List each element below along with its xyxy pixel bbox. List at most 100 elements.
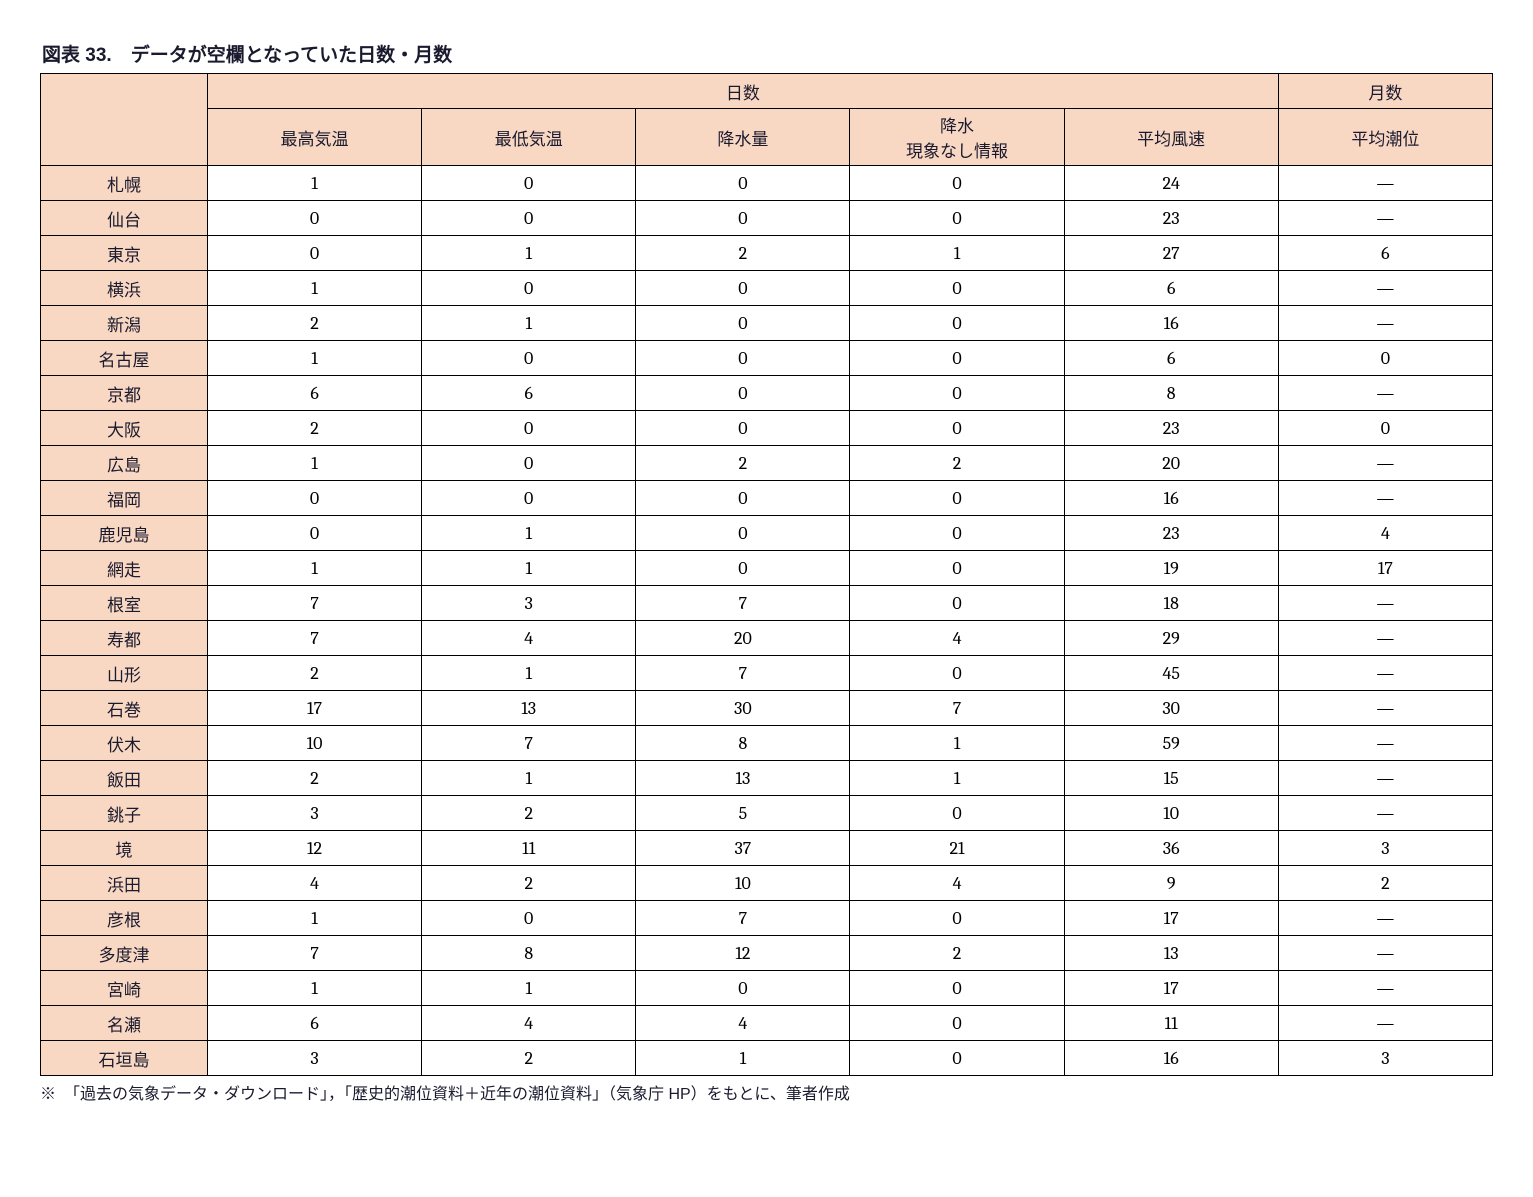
- cell-wind: 45: [1064, 656, 1278, 691]
- cell-precip: 0: [636, 271, 850, 306]
- cell-wind: 19: [1064, 551, 1278, 586]
- table-row: 鹿児島0100234: [41, 516, 1493, 551]
- cell-max_temp: 2: [207, 656, 421, 691]
- cell-max_temp: 6: [207, 1006, 421, 1041]
- cell-wind: 15: [1064, 761, 1278, 796]
- row-city: 東京: [41, 236, 208, 271]
- cell-wind: 23: [1064, 516, 1278, 551]
- cell-precip_none: 1: [850, 761, 1064, 796]
- cell-min_temp: 0: [422, 271, 636, 306]
- cell-max_temp: 0: [207, 516, 421, 551]
- cell-wind: 16: [1064, 306, 1278, 341]
- cell-tide: ―: [1278, 971, 1492, 1006]
- cell-precip_none: 0: [850, 901, 1064, 936]
- cell-max_temp: 2: [207, 411, 421, 446]
- cell-wind: 24: [1064, 166, 1278, 201]
- cell-tide: 0: [1278, 341, 1492, 376]
- cell-tide: 4: [1278, 516, 1492, 551]
- cell-tide: ―: [1278, 656, 1492, 691]
- table-row: 福岡000016―: [41, 481, 1493, 516]
- cell-max_temp: 7: [207, 621, 421, 656]
- table-row: 彦根107017―: [41, 901, 1493, 936]
- table-row: 石巻171330730―: [41, 691, 1493, 726]
- cell-wind: 27: [1064, 236, 1278, 271]
- cell-min_temp: 1: [422, 656, 636, 691]
- table-row: 名古屋100060: [41, 341, 1493, 376]
- cell-tide: 2: [1278, 866, 1492, 901]
- cell-wind: 16: [1064, 481, 1278, 516]
- cell-max_temp: 1: [207, 446, 421, 481]
- cell-wind: 18: [1064, 586, 1278, 621]
- header-wind: 平均風速: [1064, 109, 1278, 166]
- table-row: 札幌100024―: [41, 166, 1493, 201]
- row-city: 名瀬: [41, 1006, 208, 1041]
- cell-precip: 0: [636, 201, 850, 236]
- cell-precip_none: 0: [850, 166, 1064, 201]
- cell-wind: 36: [1064, 831, 1278, 866]
- cell-min_temp: 0: [422, 901, 636, 936]
- header-max-temp: 最高気温: [207, 109, 421, 166]
- cell-tide: ―: [1278, 1006, 1492, 1041]
- cell-tide: 17: [1278, 551, 1492, 586]
- cell-max_temp: 17: [207, 691, 421, 726]
- header-tide: 平均潮位: [1278, 109, 1492, 166]
- cell-precip_none: 0: [850, 306, 1064, 341]
- cell-max_temp: 1: [207, 551, 421, 586]
- row-city: 広島: [41, 446, 208, 481]
- footnote-text: ※ 「過去の気象データ・ダウンロード」，「歴史的潮位資料＋近年の潮位資料」（気象…: [40, 1080, 1493, 1104]
- cell-precip_none: 0: [850, 1006, 1064, 1041]
- cell-min_temp: 0: [422, 446, 636, 481]
- cell-wind: 9: [1064, 866, 1278, 901]
- cell-precip: 12: [636, 936, 850, 971]
- cell-precip: 30: [636, 691, 850, 726]
- cell-max_temp: 0: [207, 201, 421, 236]
- cell-max_temp: 7: [207, 586, 421, 621]
- cell-min_temp: 6: [422, 376, 636, 411]
- cell-tide: 0: [1278, 411, 1492, 446]
- cell-tide: ―: [1278, 446, 1492, 481]
- table-row: 伏木1078159―: [41, 726, 1493, 761]
- cell-max_temp: 6: [207, 376, 421, 411]
- cell-precip: 2: [636, 446, 850, 481]
- cell-min_temp: 1: [422, 306, 636, 341]
- cell-wind: 30: [1064, 691, 1278, 726]
- cell-precip_none: 0: [850, 551, 1064, 586]
- cell-precip: 0: [636, 306, 850, 341]
- cell-min_temp: 1: [422, 971, 636, 1006]
- table-row: 山形217045―: [41, 656, 1493, 691]
- cell-max_temp: 1: [207, 971, 421, 1006]
- cell-min_temp: 1: [422, 551, 636, 586]
- cell-tide: ―: [1278, 936, 1492, 971]
- table-row: 名瀬644011―: [41, 1006, 1493, 1041]
- cell-precip: 0: [636, 411, 850, 446]
- cell-max_temp: 4: [207, 866, 421, 901]
- row-city: 飯田: [41, 761, 208, 796]
- header-precip-none: 降水現象なし情報: [850, 109, 1064, 166]
- table-row: 新潟210016―: [41, 306, 1493, 341]
- cell-min_temp: 4: [422, 1006, 636, 1041]
- row-city: 札幌: [41, 166, 208, 201]
- table-row: 横浜10006―: [41, 271, 1493, 306]
- table-row: 飯田2113115―: [41, 761, 1493, 796]
- header-min-temp: 最低気温: [422, 109, 636, 166]
- row-city: 仙台: [41, 201, 208, 236]
- row-city: 彦根: [41, 901, 208, 936]
- table-header: 日数 月数 最高気温 最低気温 降水量 降水現象なし情報 平均風速 平均潮位: [41, 74, 1493, 166]
- cell-min_temp: 13: [422, 691, 636, 726]
- row-city: 銚子: [41, 796, 208, 831]
- cell-wind: 29: [1064, 621, 1278, 656]
- row-city: 伏木: [41, 726, 208, 761]
- row-city: 横浜: [41, 271, 208, 306]
- cell-wind: 13: [1064, 936, 1278, 971]
- cell-max_temp: 10: [207, 726, 421, 761]
- data-table: 日数 月数 最高気温 最低気温 降水量 降水現象なし情報 平均風速 平均潮位 札…: [40, 73, 1493, 1076]
- cell-min_temp: 8: [422, 936, 636, 971]
- cell-tide: ―: [1278, 621, 1492, 656]
- cell-wind: 17: [1064, 901, 1278, 936]
- cell-precip_none: 0: [850, 796, 1064, 831]
- cell-tide: ―: [1278, 726, 1492, 761]
- cell-precip: 13: [636, 761, 850, 796]
- cell-min_temp: 2: [422, 866, 636, 901]
- table-row: 宮崎110017―: [41, 971, 1493, 1006]
- cell-precip_none: 0: [850, 376, 1064, 411]
